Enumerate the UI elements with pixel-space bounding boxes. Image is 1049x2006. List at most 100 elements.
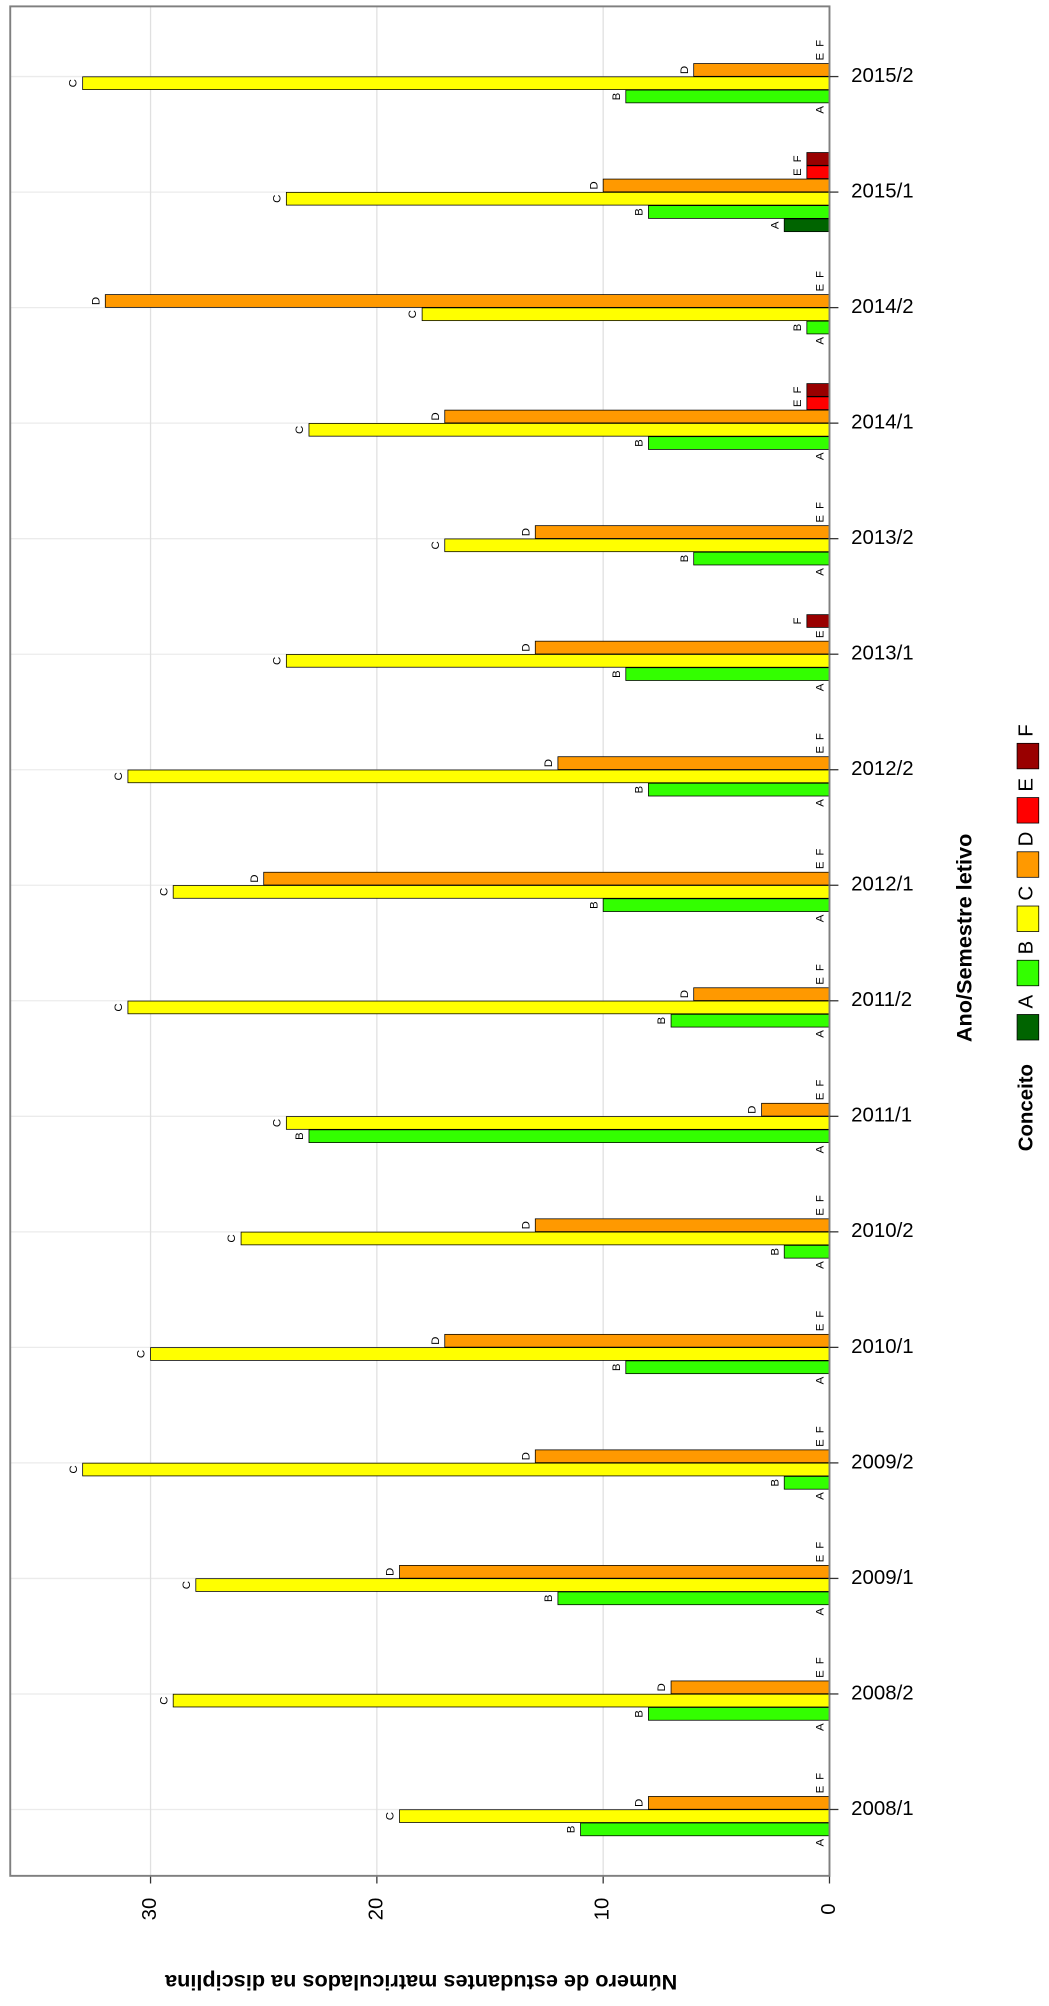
bar-label: E: [792, 168, 804, 176]
bar: [104, 294, 830, 308]
bar-label: F: [815, 1311, 827, 1318]
bar: [172, 885, 830, 899]
x-tick-label: 2012/2: [851, 758, 913, 780]
x-tick-label: 2014/2: [851, 296, 913, 318]
bar-label: B: [792, 323, 804, 331]
bar: [783, 1476, 830, 1490]
bar-label: C: [407, 310, 419, 318]
bar-label: A: [815, 1030, 827, 1038]
bar: [421, 307, 830, 322]
bar-label: B: [611, 670, 623, 678]
x-tick-label: 2008/1: [851, 1798, 913, 1820]
bar: [648, 1796, 830, 1810]
x-tick-label: 2011/1: [851, 1105, 912, 1127]
x-tick-label: 2014/1: [851, 412, 913, 434]
bar-label: F: [815, 849, 827, 856]
bar-label: D: [385, 1568, 397, 1576]
value-axis-title: Número de estudantes matriculados na dis…: [164, 1970, 677, 1995]
legend-title: Conceito: [1016, 1064, 1038, 1151]
x-tick-label: 2013/1: [851, 643, 913, 665]
bar-label: B: [769, 1479, 781, 1487]
bar: [806, 152, 830, 166]
bar-label: A: [815, 1838, 827, 1846]
x-tick-label: 2008/2: [851, 1682, 913, 1704]
bar: [127, 769, 830, 784]
bar-label: A: [815, 1607, 827, 1615]
bar: [308, 1129, 830, 1143]
bar: [285, 654, 830, 668]
bar: [580, 1822, 830, 1837]
bar-label: A: [769, 221, 781, 229]
bar: [82, 1462, 830, 1477]
bar-label: E: [815, 284, 827, 292]
bar-label: A: [815, 568, 827, 576]
bar: [783, 218, 830, 233]
bar-label: D: [520, 528, 532, 536]
category-axis-title: Ano/Semestre letivo: [952, 834, 977, 1043]
bar: [648, 1707, 830, 1721]
bar-label: E: [815, 1208, 827, 1216]
bar-label: B: [611, 1363, 623, 1371]
bar-label: A: [815, 914, 827, 922]
bar-label: D: [543, 759, 555, 767]
bar-label: A: [815, 337, 827, 345]
bar: [534, 1449, 830, 1464]
bar-label: F: [815, 502, 827, 509]
bar: [693, 987, 830, 1001]
bar: [444, 1333, 830, 1348]
x-tick-label: 2011/2: [851, 989, 912, 1011]
bar: [150, 1347, 830, 1361]
legend-key: [1016, 905, 1040, 932]
bar-label: C: [226, 1234, 238, 1242]
bar-label: A: [815, 683, 827, 691]
panel-border: [9, 5, 831, 1877]
bar-label: B: [543, 1594, 555, 1602]
x-tick-label: 2015/1: [851, 180, 913, 202]
bar-label: E: [815, 630, 827, 638]
bar-label: B: [294, 1132, 306, 1140]
bar-label: C: [294, 426, 306, 434]
bar-label: C: [271, 1119, 283, 1127]
bar-label: B: [634, 1710, 646, 1718]
bar-label: B: [656, 1017, 668, 1025]
bar-label: F: [815, 733, 827, 740]
legend-label: E: [1016, 778, 1038, 792]
bar-label: C: [113, 1003, 125, 1011]
bar-label: E: [792, 399, 804, 407]
bar-label: A: [815, 1723, 827, 1731]
bar: [625, 667, 830, 681]
legend-key: [1016, 1014, 1040, 1041]
x-tick-label: 2009/2: [851, 1451, 913, 1473]
bar-label: E: [815, 977, 827, 985]
bar: [172, 1693, 830, 1708]
y-tick-label: 20: [365, 1898, 387, 1921]
legend-label: C: [1016, 886, 1038, 901]
bar: [444, 538, 830, 553]
bar-label: E: [815, 1554, 827, 1562]
bar: [806, 165, 830, 179]
bar-label: C: [271, 195, 283, 203]
bar-label: C: [113, 772, 125, 780]
bar-label: F: [815, 1426, 827, 1433]
bar: [82, 76, 830, 90]
bar-label: C: [385, 1812, 397, 1820]
bar-label: F: [815, 1773, 827, 1780]
bar-label: A: [815, 106, 827, 114]
bar: [806, 383, 830, 397]
bar: [648, 436, 830, 450]
legend-key: [1016, 851, 1040, 878]
bar-label: D: [430, 1337, 442, 1345]
bar-label: C: [68, 1465, 80, 1473]
bar-label: D: [588, 181, 600, 189]
bar: [648, 205, 830, 219]
y-tick-label: 10: [592, 1898, 614, 1921]
bar-label: D: [430, 412, 442, 420]
legend-key: [1016, 797, 1040, 824]
bar: [557, 1591, 830, 1606]
bar-label: A: [815, 1492, 827, 1500]
bar-label: D: [90, 297, 102, 305]
x-tick-label: 2013/2: [851, 527, 913, 549]
bar-label: F: [815, 1080, 827, 1087]
bar-label: F: [792, 618, 804, 625]
